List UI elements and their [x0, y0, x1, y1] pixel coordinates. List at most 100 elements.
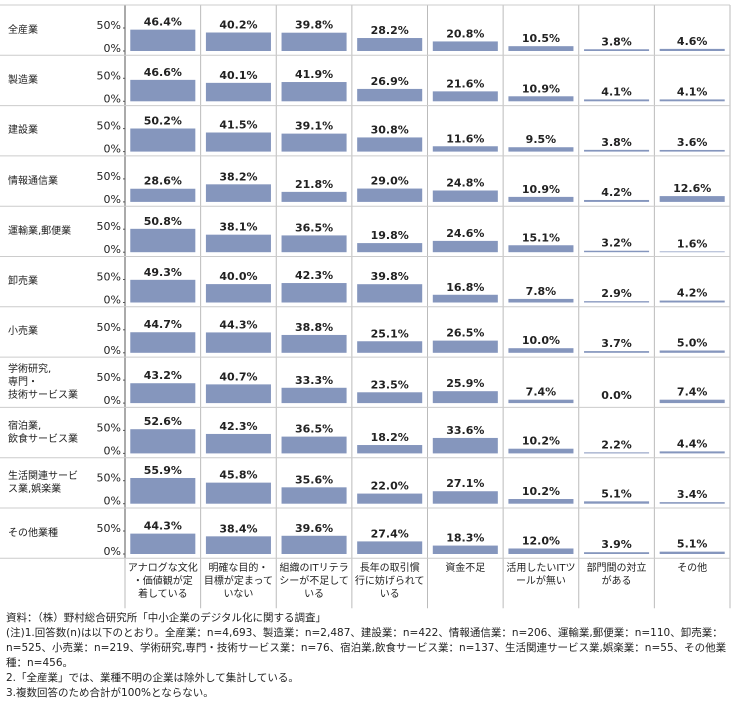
bar [357, 392, 423, 404]
value-label: 26.9% [371, 75, 409, 88]
bar [584, 351, 650, 353]
value-label: 45.8% [219, 469, 257, 482]
bar [281, 32, 347, 51]
y-tick-label: 0% [104, 42, 121, 55]
bar [281, 535, 347, 554]
bar [130, 279, 196, 303]
value-label: 7.4% [677, 386, 708, 399]
bar [130, 79, 196, 102]
bar [130, 332, 196, 353]
bar [508, 46, 574, 51]
bar [357, 541, 423, 554]
bar [432, 340, 498, 353]
value-label: 24.8% [446, 176, 484, 189]
value-label: 27.4% [371, 527, 409, 540]
y-tick-label: 50% [97, 321, 121, 334]
bar [432, 190, 498, 202]
y-tick-label: 50% [97, 220, 121, 233]
value-label: 44.3% [219, 318, 257, 331]
y-tick-label: 0% [104, 294, 121, 307]
bar [584, 99, 650, 102]
bar [432, 294, 498, 303]
value-label: 20.8% [446, 27, 484, 40]
row-label: 情報通信業 [8, 175, 58, 187]
row-label: 宿泊業, 飲食サービス業 [8, 420, 78, 445]
value-label: 30.8% [371, 123, 409, 136]
row-label: 製造業 [8, 74, 38, 86]
bar [584, 501, 650, 504]
value-label: 19.8% [371, 229, 409, 242]
value-label: 21.6% [446, 77, 484, 90]
value-label: 3.6% [677, 136, 708, 149]
row-label: 小売業 [8, 326, 38, 338]
bar [432, 41, 498, 51]
bar [281, 191, 347, 202]
value-label: 16.8% [446, 281, 484, 294]
value-label: 39.8% [371, 270, 409, 283]
row-label: 卸売業 [8, 276, 38, 288]
value-label: 46.6% [144, 66, 182, 79]
bar [508, 348, 574, 353]
y-tick-label: 0% [104, 495, 121, 508]
value-label: 5.1% [601, 487, 632, 500]
value-label: 9.5% [526, 133, 557, 146]
value-label: 49.3% [144, 266, 182, 279]
value-label: 2.9% [601, 287, 632, 300]
value-label: 21.8% [295, 178, 333, 191]
value-label: 5.1% [677, 538, 708, 551]
y-tick-label: 50% [97, 120, 121, 133]
value-label: 40.7% [219, 370, 257, 383]
row-label: 全産業 [8, 24, 38, 36]
bar [281, 334, 347, 353]
value-label: 3.2% [601, 237, 632, 250]
bar [659, 502, 725, 504]
bar [205, 482, 271, 504]
row-label: 学術研究, 専門・ 技術サービス業 [8, 363, 78, 401]
bar [432, 545, 498, 554]
bar [357, 284, 423, 303]
value-label: 42.3% [219, 420, 257, 433]
x-tick-label: 部門間の対立 がある [586, 563, 647, 587]
value-label: 55.9% [144, 464, 182, 477]
bar [205, 332, 271, 353]
bar [281, 387, 347, 404]
value-label: 18.3% [446, 532, 484, 545]
value-label: 40.2% [219, 19, 257, 32]
notes: 資料：（株）野村総合研究所「中小企業のデジタル化に関する調査」 (注)1.回答数(… [6, 611, 734, 701]
y-tick-label: 0% [104, 92, 121, 105]
bar [659, 149, 725, 152]
x-tick-label: 長年の取引慣 行に妨げられて いる [354, 563, 425, 600]
row-label: 運輸業,郵便業 [8, 225, 72, 237]
value-label: 50.2% [144, 115, 182, 128]
value-label: 26.5% [446, 327, 484, 340]
value-label: 10.9% [522, 183, 560, 196]
value-label: 39.1% [295, 120, 333, 133]
bar [281, 283, 347, 303]
y-tick-label: 0% [104, 344, 121, 357]
value-label: 12.6% [673, 182, 711, 195]
value-label: 46.4% [144, 16, 182, 29]
value-label: 42.3% [295, 269, 333, 282]
value-label: 27.1% [446, 477, 484, 490]
bar [281, 487, 347, 504]
chart: 0% 50% 46.4% 40.2% 39.8% 28.2% 20.8% 10.5% 3.8% 4… [0, 4, 731, 609]
value-label: 29.0% [371, 175, 409, 188]
value-label: 28.6% [144, 175, 182, 188]
bar [659, 399, 725, 404]
value-label: 4.2% [677, 287, 708, 300]
value-label: 10.0% [522, 334, 560, 347]
bar [659, 196, 725, 202]
bar [659, 300, 725, 303]
y-tick-label: 0% [104, 444, 121, 457]
y-tick-label: 0% [104, 193, 121, 206]
bar [130, 383, 196, 404]
value-label: 23.5% [371, 378, 409, 391]
bar [584, 149, 650, 152]
bar [584, 301, 650, 303]
bar [432, 91, 498, 102]
y-tick-label: 50% [97, 170, 121, 183]
bar [357, 341, 423, 353]
bar [357, 243, 423, 253]
value-label: 12.0% [522, 534, 560, 547]
value-label: 7.4% [526, 386, 557, 399]
